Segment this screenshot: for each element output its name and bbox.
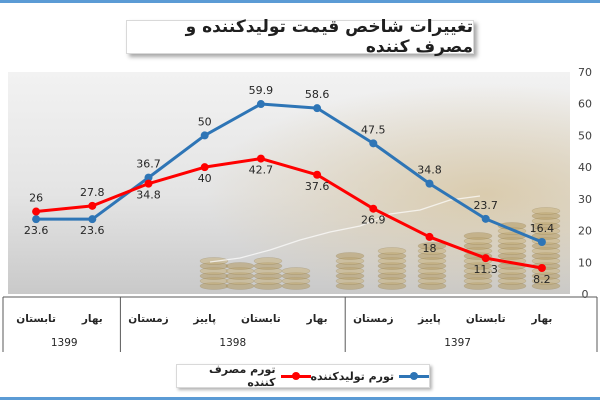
legend-item-consumer: تورم مصرف کننده bbox=[177, 363, 311, 389]
data-point-producer bbox=[369, 139, 378, 148]
season-tick-label: تابستان bbox=[16, 313, 56, 325]
data-label-producer: 59.9 bbox=[249, 84, 274, 97]
year-tick-label: 1398 bbox=[219, 337, 246, 349]
data-label-consumer: 26 bbox=[29, 192, 43, 205]
series-line-consumer bbox=[35, 157, 543, 270]
y-tick-label: 10 bbox=[578, 256, 592, 269]
season-tick-label: بهار bbox=[81, 313, 103, 325]
season-tick-label: تابستان bbox=[466, 313, 506, 325]
legend-swatch-producer bbox=[399, 371, 429, 381]
coin-stack-6 bbox=[377, 247, 407, 255]
y-tick-label: 60 bbox=[578, 98, 592, 111]
data-point-consumer bbox=[481, 254, 490, 263]
data-point-producer bbox=[200, 131, 209, 140]
coin-stack-2 bbox=[225, 262, 255, 270]
data-point-producer bbox=[313, 104, 322, 113]
coin-stack-7 bbox=[417, 242, 447, 250]
y-tick-label: 30 bbox=[578, 193, 592, 206]
data-point-producer bbox=[88, 215, 97, 224]
legend-swatch-consumer bbox=[280, 371, 311, 381]
coin-stack-8 bbox=[463, 232, 493, 240]
data-label-consumer: 40 bbox=[198, 172, 212, 185]
data-label-consumer: 11.3 bbox=[473, 263, 498, 276]
season-tick-label: بهار bbox=[306, 313, 328, 325]
y-tick-label: 50 bbox=[578, 129, 592, 142]
data-point-producer bbox=[32, 215, 41, 224]
series-line-producer bbox=[36, 102, 543, 244]
bottom-frame-line bbox=[0, 397, 600, 400]
data-label-consumer: 42.7 bbox=[249, 164, 274, 177]
y-tick-label: 0 bbox=[582, 288, 589, 301]
data-label-consumer: 26.9 bbox=[361, 214, 386, 227]
data-label-producer: 23.6 bbox=[80, 224, 105, 237]
data-label-producer: 23.7 bbox=[473, 199, 498, 212]
data-point-producer bbox=[481, 214, 490, 223]
season-tick-label: زمستان bbox=[353, 313, 393, 325]
legend-item-producer: تورم تولیدکننده bbox=[311, 370, 429, 383]
coin-stack-5 bbox=[335, 252, 365, 260]
data-label-producer: 58.6 bbox=[305, 88, 330, 101]
data-label-producer: 34.8 bbox=[417, 164, 442, 177]
data-label-consumer: 34.8 bbox=[136, 189, 161, 202]
chart-legend: تورم مصرف کننده تورم تولیدکننده bbox=[176, 363, 430, 389]
data-point-consumer bbox=[144, 179, 153, 188]
y-tick-label: 70 bbox=[578, 66, 592, 79]
coin-stack-3 bbox=[253, 257, 283, 265]
data-point-producer bbox=[256, 100, 265, 109]
data-point-consumer bbox=[537, 263, 546, 272]
top-frame-line bbox=[0, 0, 600, 3]
data-point-consumer bbox=[88, 201, 97, 210]
data-point-producer bbox=[425, 179, 434, 188]
chart-title: تغییرات شاخص قیمت تولیدکننده و مصرف کنند… bbox=[126, 17, 474, 57]
year-tick-label: 1399 bbox=[51, 337, 78, 349]
legend-label-producer: تورم تولیدکننده bbox=[310, 369, 395, 383]
data-point-producer bbox=[144, 173, 153, 182]
season-tick-label: پاییز bbox=[192, 313, 216, 325]
data-point-consumer bbox=[369, 204, 378, 213]
year-tick-label: 1397 bbox=[444, 337, 471, 349]
season-tick-label: تابستان bbox=[241, 313, 281, 325]
season-tick-label: بهار bbox=[530, 313, 552, 325]
y-tick-label: 20 bbox=[578, 225, 592, 238]
data-label-producer: 50 bbox=[198, 115, 212, 128]
data-label-producer: 16.4 bbox=[530, 222, 555, 235]
data-point-producer bbox=[537, 237, 546, 246]
data-label-producer: 47.5 bbox=[361, 123, 386, 136]
data-point-consumer bbox=[200, 163, 209, 172]
background-sparkline bbox=[209, 195, 481, 263]
data-label-consumer: 18 bbox=[423, 242, 437, 255]
y-tick-label: 40 bbox=[578, 161, 592, 174]
data-point-consumer bbox=[32, 207, 41, 216]
data-label-consumer: 37.6 bbox=[305, 180, 330, 193]
data-label-producer: 23.6 bbox=[24, 224, 49, 237]
season-tick-label: پاییز bbox=[417, 313, 441, 325]
legend-label-consumer: تورم مصرف کننده bbox=[209, 363, 276, 389]
data-label-consumer: 27.8 bbox=[80, 186, 105, 199]
data-label-producer: 36.7 bbox=[136, 158, 161, 171]
data-point-consumer bbox=[425, 232, 434, 241]
data-label-consumer: 8.2 bbox=[533, 273, 551, 286]
coin-stack-4 bbox=[281, 267, 311, 275]
season-tick-label: زمستان bbox=[128, 313, 168, 325]
data-point-consumer bbox=[256, 154, 265, 163]
data-point-consumer bbox=[313, 170, 322, 179]
coin-stack-10 bbox=[531, 207, 561, 215]
